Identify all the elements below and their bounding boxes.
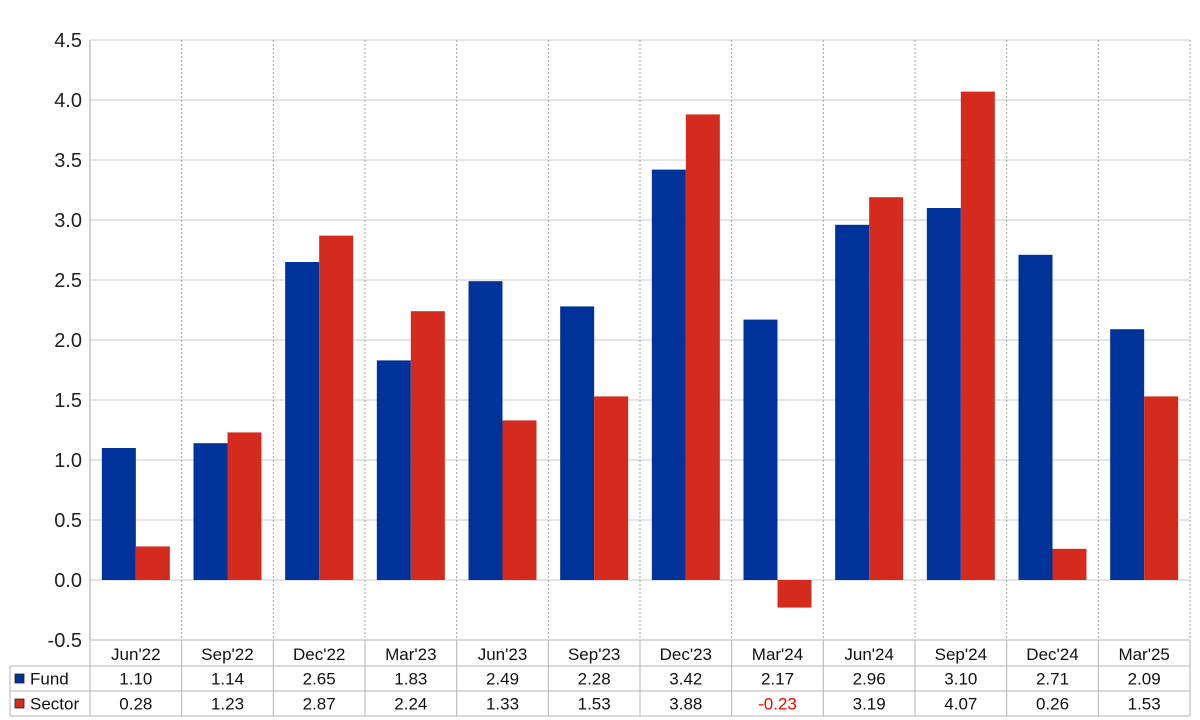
data-label-sector: 1.53	[1128, 695, 1161, 714]
data-label-sector: 2.87	[303, 695, 336, 714]
y-tick-label: 3.5	[54, 150, 82, 172]
bar-fund-11	[1110, 329, 1145, 580]
data-label-fund: 2.71	[1036, 670, 1069, 689]
data-label-fund: 1.14	[211, 670, 244, 689]
y-axis-tick-labels: -0.5 0.0 0.5 1.0 1.5 2.0 2.5 3.0 3.5 4.0 4.5	[48, 30, 82, 652]
y-tick-label: 2.0	[54, 330, 82, 352]
y-tick-label: 0.5	[54, 510, 82, 532]
bar-sector-5	[594, 396, 629, 580]
data-label-sector: 3.88	[669, 695, 702, 714]
bar-fund-1	[193, 443, 228, 580]
data-label-fund: 2.17	[761, 670, 794, 689]
bar-sector-10	[1052, 548, 1087, 580]
bar-sector-7	[777, 580, 812, 608]
data-label-sector: 4.07	[944, 695, 977, 714]
bar-sector-0	[135, 546, 170, 580]
data-label-sector: 1.53	[578, 695, 611, 714]
x-tick-label: Sep'22	[201, 645, 253, 664]
x-tick-label: Jun'22	[111, 645, 161, 664]
bar-fund-10	[1018, 254, 1053, 581]
data-label-sector: 0.26	[1036, 695, 1069, 714]
data-label-fund: 2.09	[1128, 670, 1161, 689]
legend-swatch-fund	[14, 673, 25, 684]
x-tick-label: Jun'24	[844, 645, 894, 664]
data-label-fund: 2.28	[578, 670, 611, 689]
data-label-sector: -0.23	[758, 695, 797, 714]
bar-fund-4	[468, 281, 503, 580]
bar-fund-7	[743, 319, 778, 580]
data-label-sector: 2.24	[394, 695, 427, 714]
data-label-fund: 2.96	[853, 670, 886, 689]
bar-sector-8	[869, 197, 904, 580]
bar-sector-1	[227, 432, 262, 580]
x-tick-label: Dec'23	[660, 645, 712, 664]
x-tick-label: Dec'22	[293, 645, 345, 664]
bars	[101, 91, 1179, 608]
data-label-sector: 1.33	[486, 695, 519, 714]
y-tick-label: 1.5	[54, 390, 82, 412]
x-tick-label: Sep'24	[935, 645, 987, 664]
legend-label-fund: Fund	[30, 670, 69, 689]
bar-sector-11	[1144, 396, 1179, 580]
bar-fund-0	[101, 448, 136, 580]
data-label-fund: 2.65	[303, 670, 336, 689]
bar-sector-2	[319, 235, 354, 580]
bar-fund-6	[651, 169, 686, 580]
x-tick-label: Mar'23	[385, 645, 436, 664]
legend-swatch-sector	[14, 698, 25, 709]
data-label-fund: 3.42	[669, 670, 702, 689]
y-tick-label: 4.0	[54, 90, 82, 112]
x-tick-label: Jun'23	[478, 645, 528, 664]
bar-sector-9	[960, 91, 995, 580]
y-tick-label: 2.5	[54, 270, 82, 292]
y-tick-label: 4.5	[54, 30, 82, 52]
data-table: Jun'22 Sep'22 Dec'22 Mar'23 Jun'23 Sep'23 Dec'…	[9, 639, 1191, 717]
bar-fund-8	[835, 224, 870, 581]
grid-lines	[89, 39, 1191, 641]
legend-label-sector: Sector	[30, 695, 79, 714]
data-label-fund: 1.83	[394, 670, 427, 689]
data-label-sector: 0.28	[119, 695, 152, 714]
y-tick-label: 1.0	[54, 450, 82, 472]
data-label-fund: 1.10	[119, 670, 152, 689]
bar-sector-3	[410, 311, 445, 580]
y-tick-label: 3.0	[54, 210, 82, 232]
bar-sector-6	[685, 114, 720, 581]
bar-sector-4	[502, 420, 537, 580]
data-label-fund: 2.49	[486, 670, 519, 689]
x-tick-label: Sep'23	[568, 645, 620, 664]
data-label-sector: 1.23	[211, 695, 244, 714]
bar-fund-5	[560, 306, 595, 580]
x-tick-label: Mar'24	[752, 645, 803, 664]
x-tick-label: Mar'25	[1118, 645, 1169, 664]
bar-fund-9	[926, 208, 961, 580]
x-tick-label: Dec'24	[1026, 645, 1078, 664]
y-tick-label: -0.5	[48, 630, 82, 652]
data-label-fund: 3.10	[944, 670, 977, 689]
y-tick-label: 0.0	[54, 570, 82, 592]
bar-fund-3	[376, 360, 411, 580]
data-label-sector: 3.19	[853, 695, 886, 714]
bar-fund-2	[285, 262, 320, 580]
